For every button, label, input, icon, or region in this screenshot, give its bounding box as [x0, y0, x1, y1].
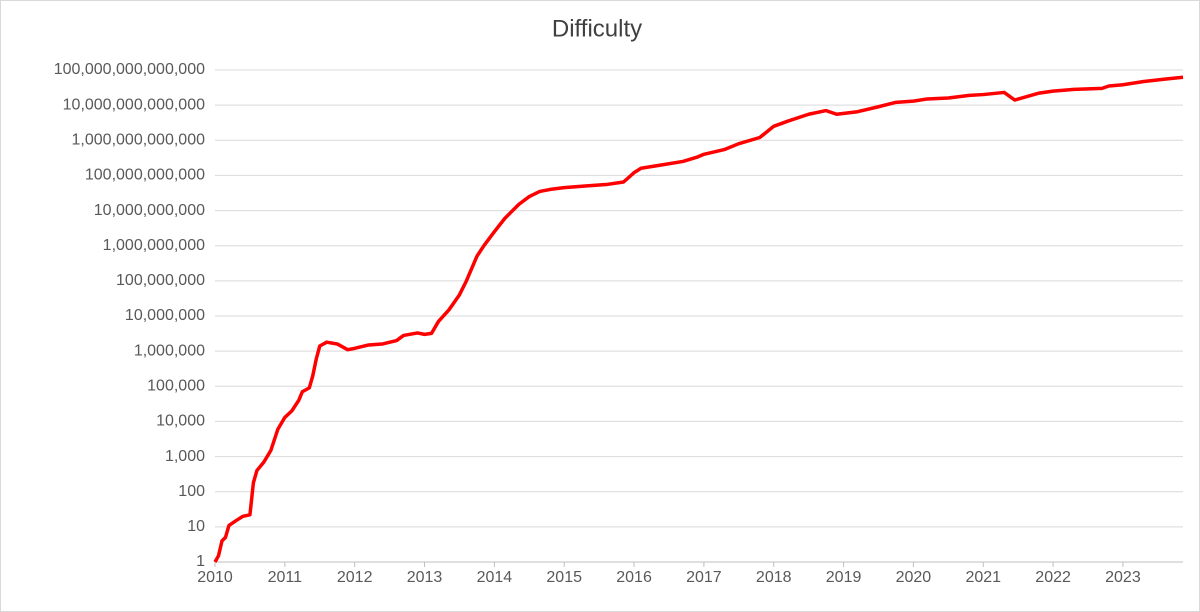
- x-tick-label: 2020: [896, 569, 932, 586]
- y-tick-label: 10,000,000,000: [94, 202, 205, 219]
- y-tick-label: 100,000,000: [116, 272, 205, 289]
- chart-title: Difficulty: [552, 15, 642, 42]
- y-tick-label: 10: [187, 518, 205, 535]
- y-tick-label: 10,000,000: [125, 307, 205, 324]
- data-line: [213, 75, 1184, 563]
- x-tick-label: 2011: [268, 569, 303, 586]
- x-tick-label: 2012: [337, 569, 373, 586]
- y-tick-label: 1,000,000: [134, 342, 205, 359]
- x-tick-label: 2017: [686, 569, 722, 586]
- x-tick-label: 2018: [756, 569, 792, 586]
- x-tick-label: 2010: [197, 569, 233, 586]
- y-tick-label: 100,000: [147, 378, 205, 395]
- x-tick-label: 2013: [407, 569, 443, 586]
- y-tick-label: 1,000,000,000: [103, 237, 205, 254]
- x-tick-label: 2022: [1035, 569, 1071, 586]
- y-tick-label: 1: [196, 553, 205, 570]
- x-tick-label: 2016: [616, 569, 652, 586]
- y-tick-label: 1,000: [165, 448, 205, 465]
- x-tick-label: 2023: [1105, 569, 1141, 586]
- x-tick-label: 2019: [826, 569, 862, 586]
- x-tick-label: 2015: [546, 569, 582, 586]
- y-tick-label: 100: [178, 483, 205, 500]
- y-tick-label: 100,000,000,000: [85, 167, 205, 184]
- y-tick-label: 10,000,000,000,000: [63, 96, 205, 113]
- y-tick-label: 100,000,000,000,000: [54, 61, 205, 78]
- x-tick-label: 2021: [965, 569, 1001, 586]
- y-tick-label: 10,000: [156, 413, 205, 430]
- y-tick-label: 1,000,000,000,000: [72, 132, 206, 149]
- x-tick-label: 2014: [477, 569, 513, 586]
